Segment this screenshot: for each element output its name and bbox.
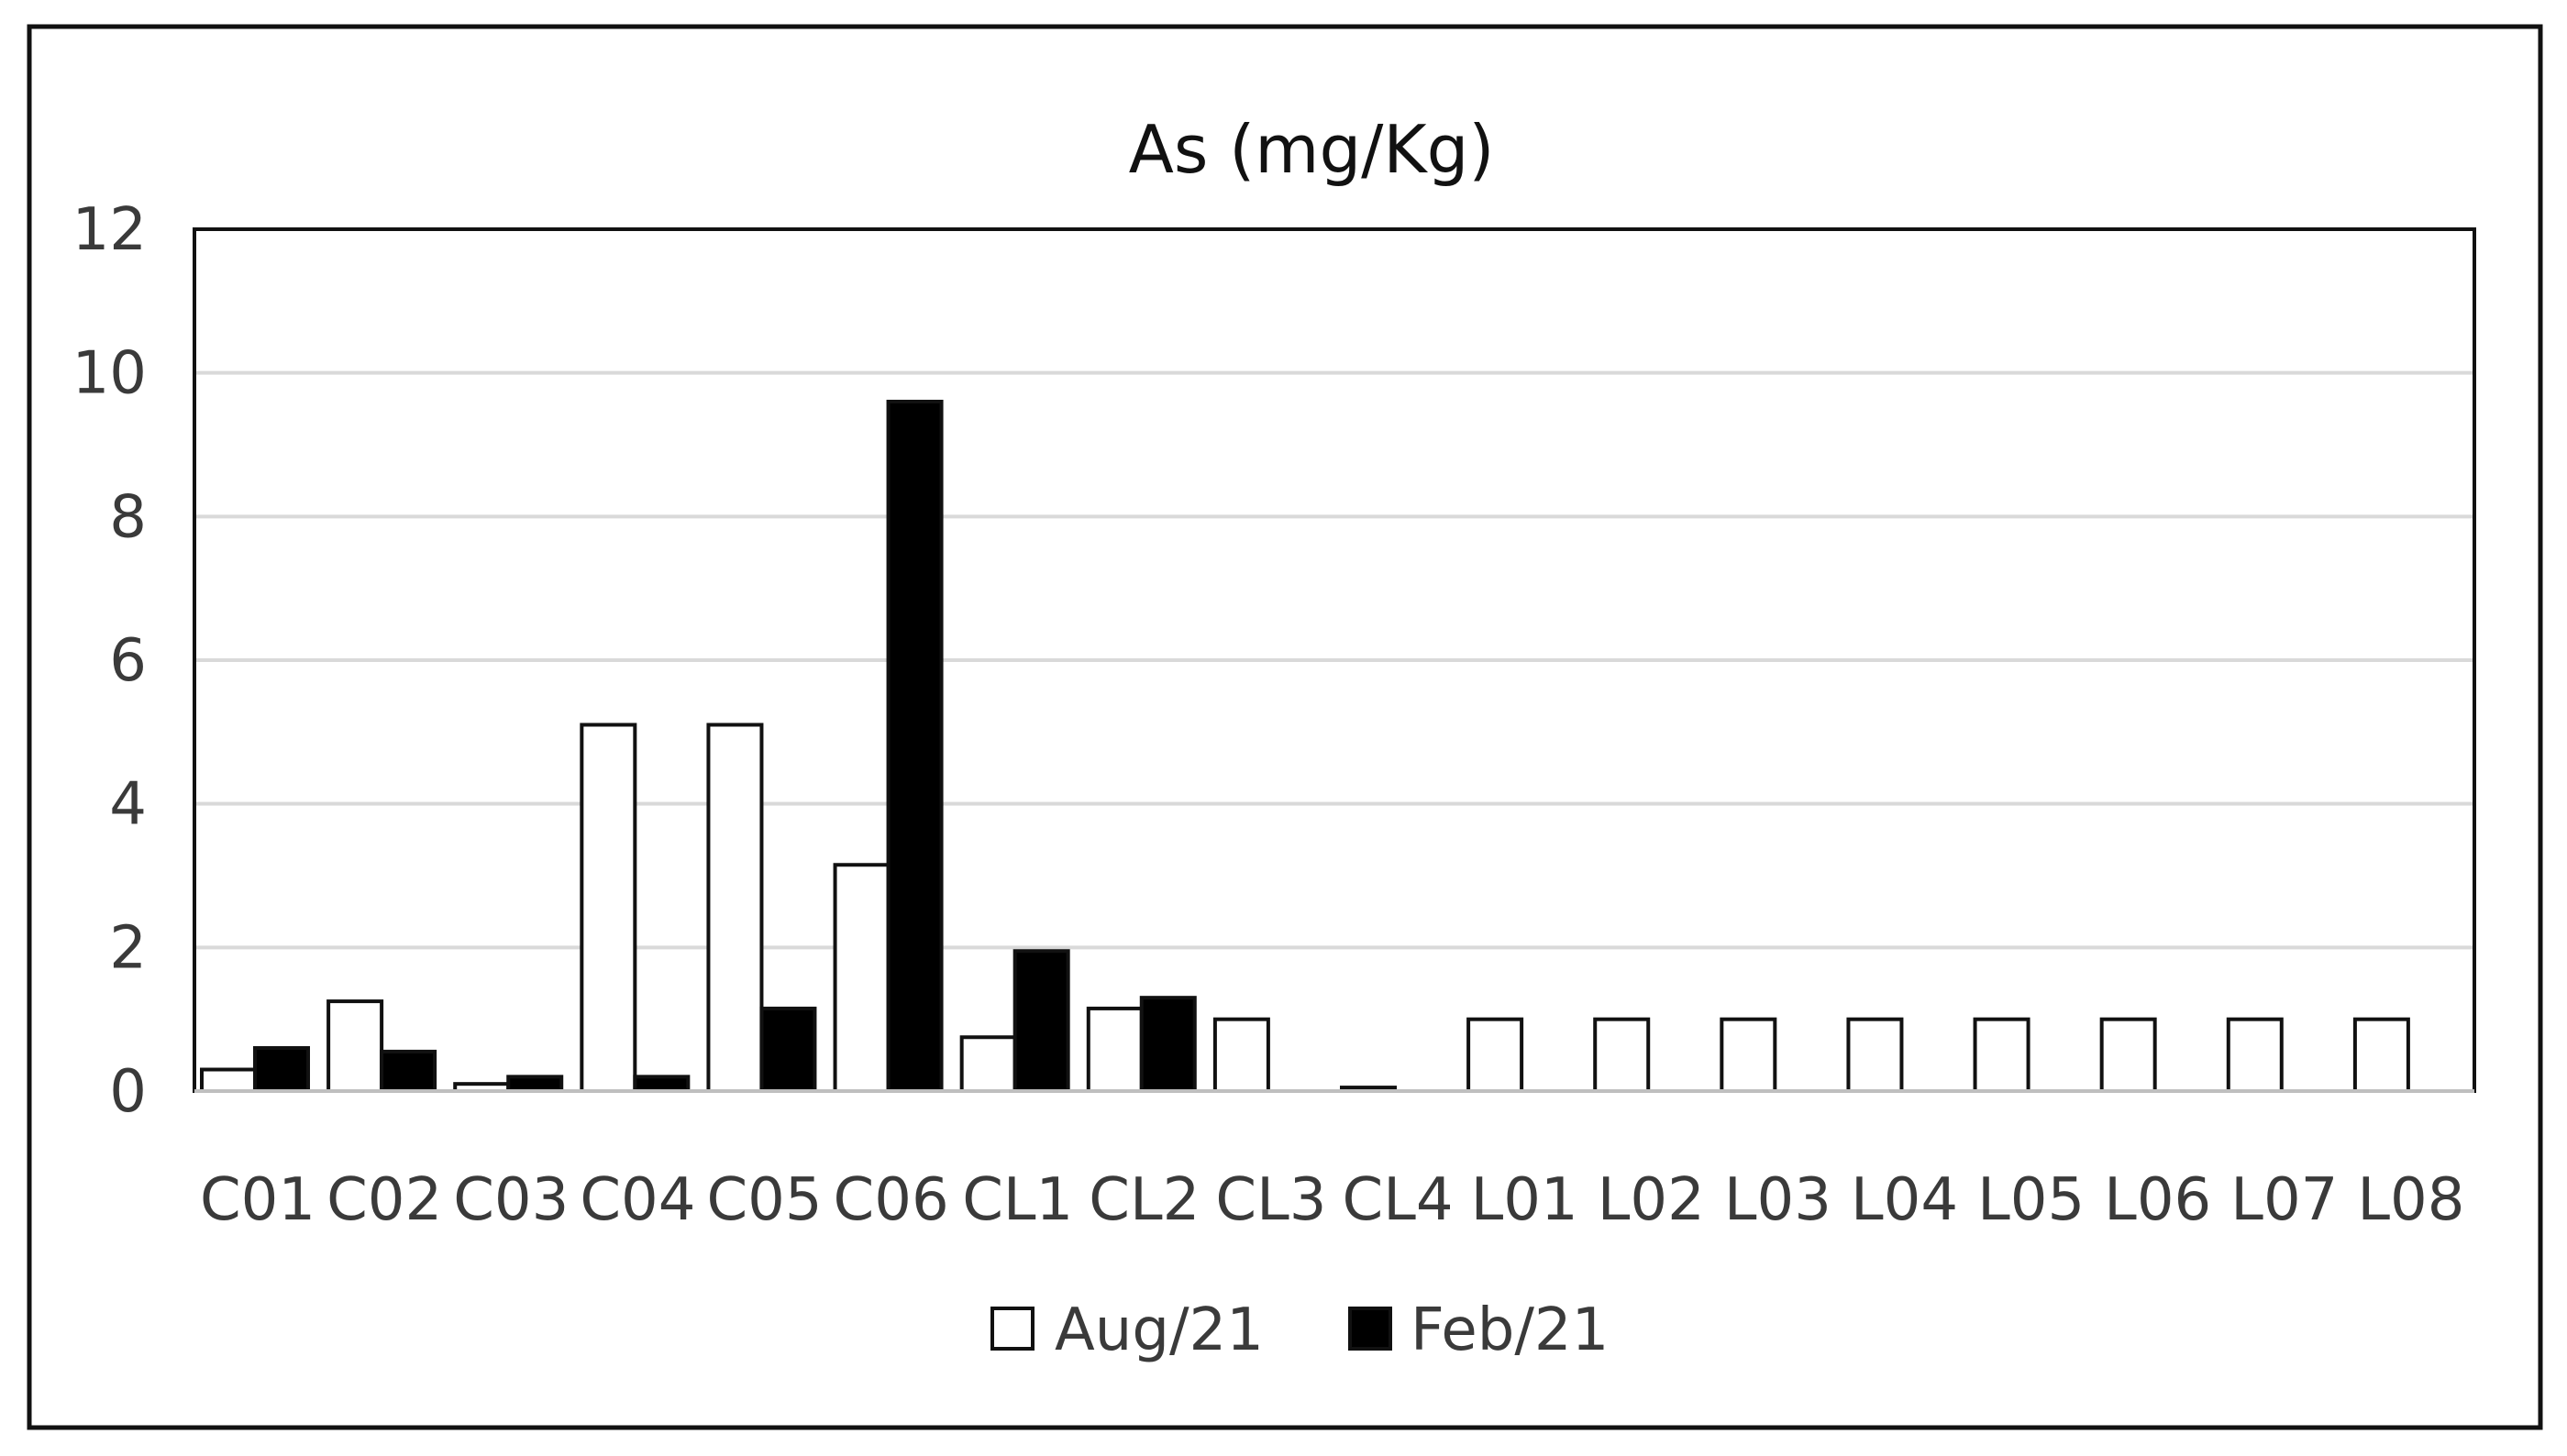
- gridlines: [194, 370, 2474, 950]
- x-tick-label: L04: [1851, 1166, 1958, 1234]
- x-tick-label: L05: [1977, 1166, 2085, 1234]
- bar-aug21-c06: [833, 863, 891, 1093]
- y-tick-label: 10: [72, 340, 147, 408]
- x-tick-label: CL3: [1215, 1166, 1326, 1234]
- bar-aug21-cl3: [1212, 1017, 1270, 1093]
- bar-aug21-l08: [2352, 1017, 2410, 1093]
- bar-feb21-c01: [253, 1046, 310, 1093]
- x-tick-label: C03: [453, 1166, 569, 1234]
- bar-feb21-c06: [886, 400, 944, 1093]
- y-tick-label: 6: [109, 627, 147, 695]
- bar-aug21-l06: [2099, 1017, 2157, 1093]
- y-tick-label: 12: [72, 196, 147, 264]
- legend-label-aug21: Aug/21: [1055, 1296, 1264, 1364]
- x-tick-label: L08: [2357, 1166, 2464, 1234]
- y-tick-label: 8: [109, 483, 147, 551]
- x-tick-label: CL4: [1343, 1166, 1454, 1234]
- legend-swatch-feb21: [1348, 1307, 1392, 1351]
- bar-aug21-l05: [1973, 1017, 2030, 1093]
- x-tick-label: L01: [1471, 1166, 1578, 1234]
- legend: Aug/21 Feb/21: [990, 1296, 1609, 1364]
- bars: [200, 400, 2410, 1094]
- bar-feb21-c04: [633, 1075, 691, 1094]
- bar-aug21-l02: [1593, 1017, 1651, 1093]
- chart-title: As (mg/Kg): [1129, 111, 1495, 188]
- x-tick-label: C05: [706, 1166, 822, 1234]
- bar-feb21-cl1: [1012, 949, 1070, 1093]
- y-tick-label: 2: [109, 914, 147, 982]
- x-tick-label: L03: [1724, 1166, 1831, 1234]
- x-tick-label: L07: [2230, 1166, 2338, 1234]
- bar-aug21-l03: [1720, 1017, 1777, 1093]
- bar-feb21-c03: [506, 1075, 564, 1094]
- x-tick-label: L06: [2104, 1166, 2211, 1234]
- bar-feb21-c05: [759, 1006, 817, 1093]
- bar-aug21-cl2: [1086, 1006, 1144, 1093]
- x-tick-label: CL2: [1089, 1166, 1200, 1234]
- x-tick-label: L02: [1598, 1166, 1705, 1234]
- x-tick-label: C01: [200, 1166, 315, 1234]
- x-tick-label: C04: [580, 1166, 695, 1234]
- bar-aug21-l01: [1466, 1017, 1524, 1093]
- chart-frame: [27, 24, 2543, 1430]
- legend-label-feb21: Feb/21: [1411, 1296, 1609, 1364]
- y-tick-label: 4: [109, 771, 147, 839]
- y-tick-label: 0: [109, 1058, 147, 1126]
- bar-aug21-c01: [200, 1067, 257, 1093]
- bar-aug21-c04: [580, 722, 637, 1093]
- x-tick-labels: C01 C02 C03 C04 C05 C06 CL1 CL2 CL3 CL4 L01 L02 L03 L…: [200, 1166, 2464, 1234]
- x-tick-label: C06: [834, 1166, 949, 1234]
- bar-aug21-cl1: [959, 1035, 1017, 1093]
- bar-aug21-l04: [1846, 1017, 1904, 1093]
- legend-swatch-aug21: [990, 1307, 1035, 1351]
- bar-feb21-c02: [380, 1049, 437, 1093]
- axes: [193, 227, 2476, 1093]
- bar-aug21-l07: [2226, 1017, 2284, 1093]
- x-tick-label: CL1: [962, 1166, 1073, 1234]
- bar-aug21-c05: [706, 722, 764, 1093]
- bar-feb21-cl2: [1139, 996, 1197, 1093]
- bar-aug21-c02: [326, 999, 384, 1094]
- y-tick-labels: 0 2 4 6 8 10 12: [72, 196, 147, 1126]
- x-tick-label: C02: [326, 1166, 442, 1234]
